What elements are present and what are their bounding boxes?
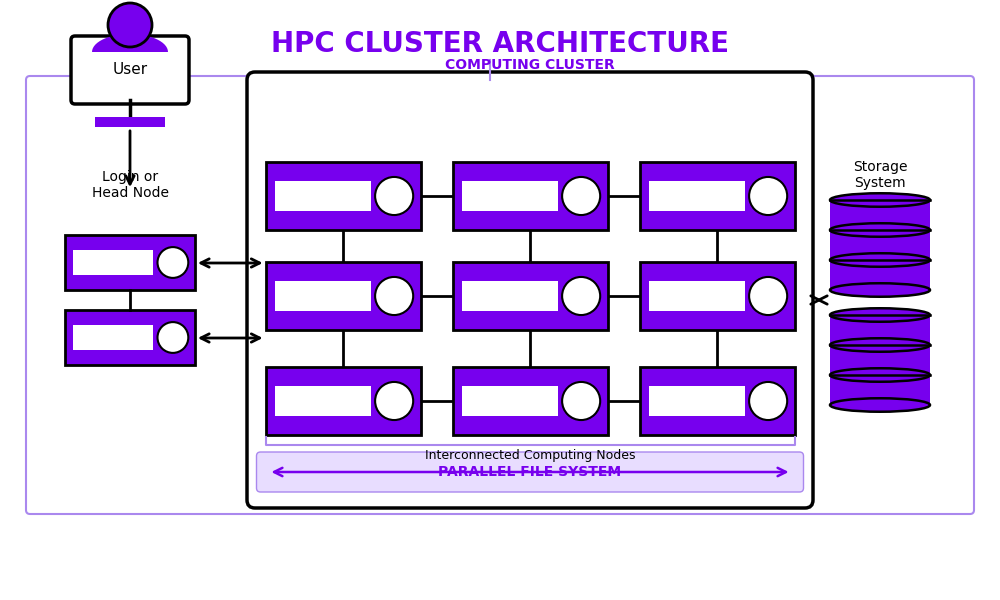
Text: User: User [112,62,148,77]
FancyBboxPatch shape [65,235,195,290]
FancyBboxPatch shape [452,262,608,330]
FancyBboxPatch shape [247,72,813,508]
Ellipse shape [830,398,930,412]
Circle shape [749,277,787,315]
Circle shape [157,322,188,353]
Text: Interconnected Computing Nodes: Interconnected Computing Nodes [425,449,635,462]
Ellipse shape [830,338,930,352]
Text: Storage
System: Storage System [853,160,907,190]
Circle shape [562,382,600,420]
Bar [649,181,745,211]
Circle shape [562,277,600,315]
FancyBboxPatch shape [640,262,794,330]
Ellipse shape [830,283,930,297]
Bar [830,230,930,260]
FancyBboxPatch shape [26,76,974,514]
Polygon shape [92,34,168,52]
Bar [462,181,558,211]
Circle shape [562,177,600,215]
Text: COMPUTING CLUSTER: COMPUTING CLUSTER [445,58,615,72]
Text: PARALLEL FILE SYSTEM: PARALLEL FILE SYSTEM [438,465,622,479]
Circle shape [108,3,152,47]
Ellipse shape [830,253,930,267]
FancyBboxPatch shape [266,367,420,435]
FancyBboxPatch shape [266,162,420,230]
Bar [275,281,371,311]
Text: HPC CLUSTER ARCHITECTURE: HPC CLUSTER ARCHITECTURE [271,30,729,58]
Bar [73,250,153,275]
Circle shape [375,382,413,420]
FancyBboxPatch shape [71,36,189,104]
Circle shape [749,177,787,215]
Bar [462,281,558,311]
Bar [830,315,930,345]
Bar [462,386,558,416]
Ellipse shape [830,223,930,237]
FancyBboxPatch shape [65,310,195,365]
Bar [830,200,930,230]
Bar [830,345,930,375]
Bar [649,281,745,311]
Bar [275,181,371,211]
Bar [95,117,165,127]
Ellipse shape [830,193,930,207]
Circle shape [375,177,413,215]
FancyBboxPatch shape [452,367,608,435]
Bar [275,386,371,416]
FancyBboxPatch shape [266,262,420,330]
Bar [649,386,745,416]
Bar [73,325,153,350]
Ellipse shape [830,368,930,382]
FancyBboxPatch shape [640,367,794,435]
Circle shape [157,247,188,278]
Bar [830,260,930,290]
FancyBboxPatch shape [640,162,794,230]
Circle shape [749,382,787,420]
Text: Login or
Head Node: Login or Head Node [92,170,168,200]
Circle shape [375,277,413,315]
Bar [830,375,930,405]
FancyBboxPatch shape [452,162,608,230]
FancyBboxPatch shape [256,452,804,492]
Ellipse shape [830,308,930,322]
